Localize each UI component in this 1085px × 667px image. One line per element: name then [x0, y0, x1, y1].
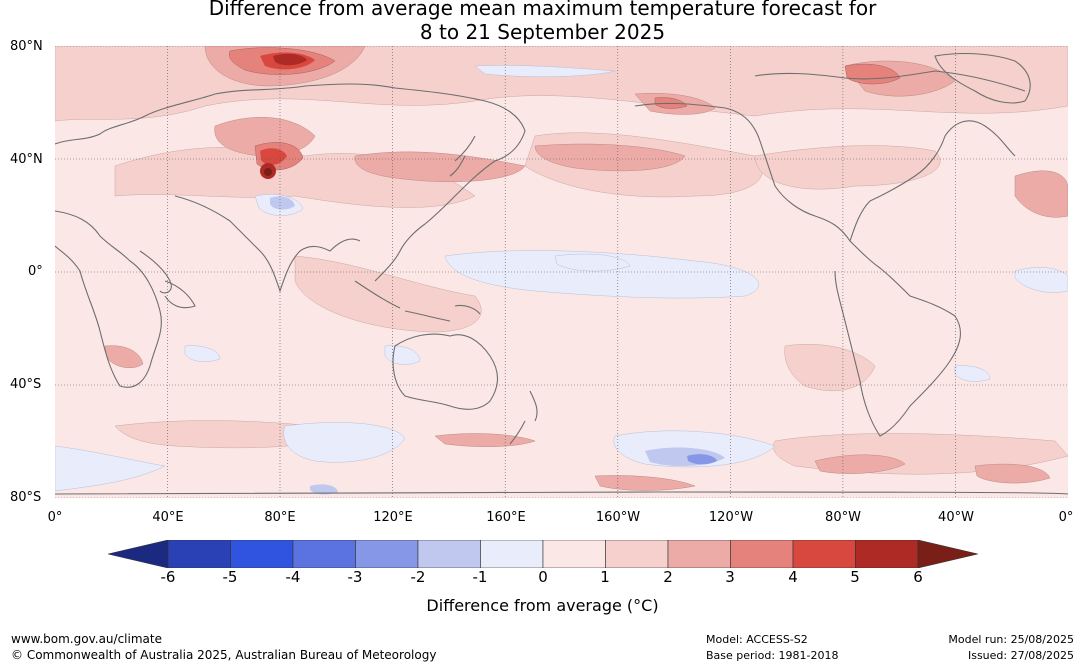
footer-dates: Model run: 25/08/2025 Issued: 27/08/2025	[948, 632, 1074, 664]
anomaly-region	[534, 143, 686, 172]
colorbar-segment	[542, 539, 606, 569]
colorbar-segment	[292, 539, 356, 569]
lon-label-160w: 160°W	[595, 510, 641, 525]
colorbar-tick: -2	[410, 568, 426, 586]
colorbar-tick: 3	[725, 568, 735, 586]
anomaly-region	[264, 168, 272, 176]
colorbar-arrow-low	[107, 539, 169, 569]
anomaly-region	[474, 65, 616, 77]
colorbar-tick: -6	[160, 568, 176, 586]
colorbar-tick: 1	[600, 568, 610, 586]
anomaly-region	[283, 422, 406, 463]
lon-label-360: 0°	[1058, 510, 1074, 525]
anomaly-region	[184, 345, 221, 362]
colorbar-tick: 6	[913, 568, 923, 586]
colorbar-segment	[167, 539, 231, 569]
lon-label-80e: 80°E	[264, 510, 296, 525]
coastline	[55, 93, 216, 388]
anomaly-region	[273, 53, 307, 66]
graticule	[55, 46, 1068, 498]
lat-label-80s: 80°S	[10, 490, 42, 505]
colorbar-segment	[792, 539, 856, 569]
lat-label-40s: 40°S	[10, 377, 42, 392]
colorbar-segment	[480, 539, 544, 569]
coastline	[509, 390, 538, 445]
anomaly-region	[687, 454, 717, 465]
title-line-1: Difference from average mean maximum tem…	[208, 0, 877, 20]
coastline	[754, 70, 1026, 92]
lon-label-120e: 120°E	[373, 510, 413, 525]
lon-label-120w: 120°W	[708, 510, 754, 525]
anomaly-region	[270, 196, 295, 210]
map-title: Difference from average mean maximum tem…	[0, 0, 1085, 44]
colorbar-label: Difference from average (°C)	[426, 596, 659, 615]
lon-label-160e: 160°E	[486, 510, 526, 525]
title-line-2: 8 to 21 September 2025	[419, 20, 666, 44]
lon-label-40e: 40°E	[152, 510, 184, 525]
website-text: www.bom.gov.au/climate	[11, 632, 162, 646]
anomaly-region	[310, 484, 338, 495]
colorbar-segment	[855, 539, 919, 569]
lat-label-40n: 40°N	[10, 152, 43, 167]
colorbar-tick: -3	[347, 568, 363, 586]
coastline	[934, 53, 1031, 104]
forecast-map	[55, 46, 1068, 498]
coastline	[834, 240, 961, 437]
colorbar-tick: 0	[538, 568, 548, 586]
lon-label-40w: 40°W	[938, 510, 974, 525]
coastline	[139, 250, 172, 294]
lat-label-equator: 0°	[28, 264, 43, 279]
colorbar-tick: -4	[285, 568, 301, 586]
anomaly-region	[554, 253, 631, 272]
model-text: Model: ACCESS-S2	[706, 633, 808, 646]
coastline	[164, 280, 196, 309]
anomaly-region	[754, 145, 941, 190]
colorbar-tick: -1	[472, 568, 488, 586]
anomaly-region	[55, 445, 166, 492]
colorbar-tick: 5	[850, 568, 860, 586]
anomaly-region	[974, 463, 1051, 484]
colorbar-segment	[667, 539, 731, 569]
lat-label-80n: 80°N	[10, 39, 43, 54]
lon-label-80w: 80°W	[825, 510, 861, 525]
issued-text: Issued: 27/08/2025	[967, 649, 1074, 662]
lon-label-0: 0°	[47, 510, 63, 525]
colorbar-tick: 2	[663, 568, 673, 586]
colorbar-tick: -5	[222, 568, 238, 586]
coastline	[354, 280, 481, 322]
colorbar-arrow-high	[917, 539, 979, 569]
anomaly-fill-layer	[55, 46, 1068, 495]
anomaly-region	[954, 365, 991, 382]
colorbar-segment	[730, 539, 794, 569]
colorbar	[107, 539, 979, 569]
anomaly-region	[814, 454, 906, 474]
base-period-text: Base period: 1981-2018	[706, 649, 839, 662]
anomaly-region	[444, 250, 759, 299]
colorbar-segment	[230, 539, 294, 569]
anomaly-region	[784, 343, 876, 392]
anomaly-region	[594, 475, 696, 491]
footer-left: www.bom.gov.au/climate © Commonwealth of…	[11, 631, 436, 663]
anomaly-region	[104, 345, 144, 369]
anomaly-region	[354, 151, 526, 183]
coastline	[449, 135, 476, 177]
colorbar-tick: 4	[788, 568, 798, 586]
model-run-text: Model run: 25/08/2025	[948, 633, 1074, 646]
anomaly-region	[1014, 267, 1068, 293]
coastline	[634, 102, 1016, 243]
anomaly-region	[1014, 170, 1068, 218]
colorbar-segment	[417, 539, 481, 569]
coastline	[174, 195, 361, 293]
coastline	[214, 83, 526, 282]
footer-model: Model: ACCESS-S2 Base period: 1981-2018	[706, 632, 838, 664]
colorbar-segment	[605, 539, 669, 569]
copyright-text: © Commonwealth of Australia 2025, Austra…	[11, 648, 437, 662]
coastline	[392, 333, 499, 410]
colorbar-segment	[355, 539, 419, 569]
